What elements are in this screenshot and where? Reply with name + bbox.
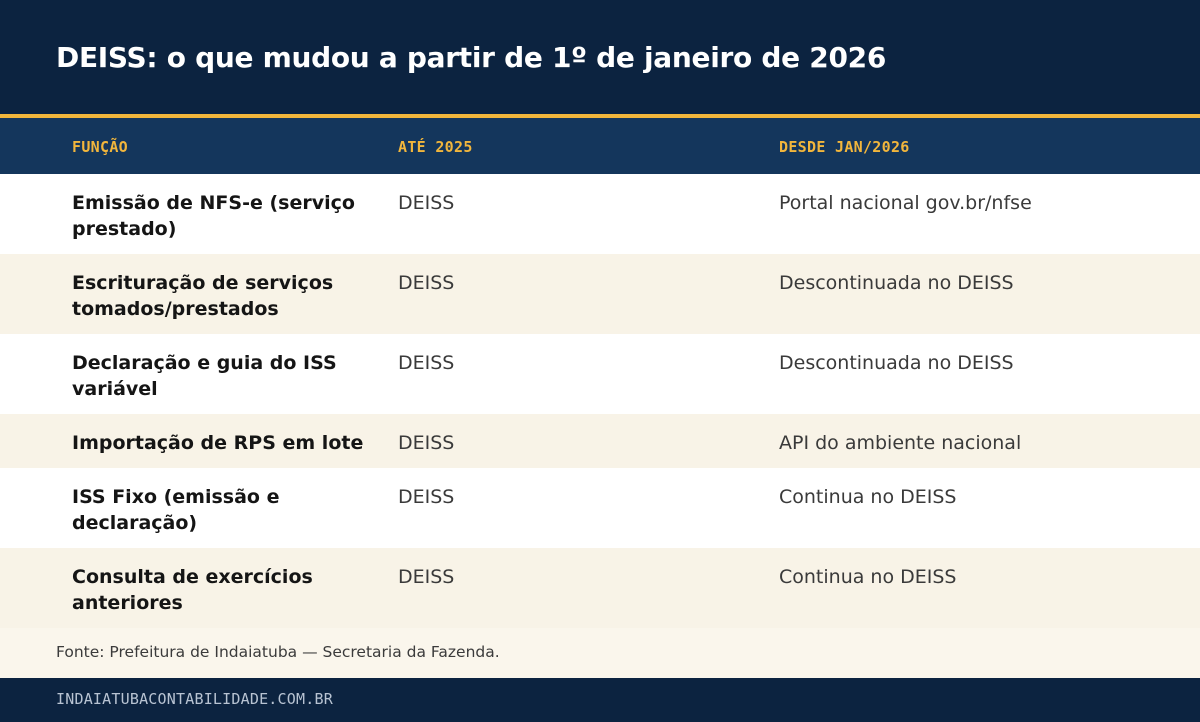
cell-desde-2026: API do ambiente nacional	[779, 432, 1022, 454]
cell-ate-2025: DEISS	[398, 192, 455, 214]
cell-ate-2025: DEISS	[398, 352, 455, 374]
cell-funcao: ISS Fixo (emissão e declaração)	[72, 486, 280, 534]
page-title: DEISS: o que mudou a partir de 1º de jan…	[56, 41, 887, 74]
table-row: ISS Fixo (emissão e declaração) DEISS Co…	[0, 468, 1200, 548]
cell-desde-2026: Continua no DEISS	[779, 486, 957, 508]
cell-ate-2025: DEISS	[398, 432, 455, 454]
table-header: FUNÇÃO ATÉ 2025 DESDE JAN/2026	[0, 118, 1200, 174]
accent-divider	[0, 114, 1200, 118]
source-note: Fonte: Prefeitura de Indaiatuba — Secret…	[56, 643, 500, 661]
cell-desde-2026: Descontinuada no DEISS	[779, 272, 1014, 294]
cell-funcao: Emissão de NFS-e (serviço prestado)	[72, 192, 355, 240]
cell-funcao: Consulta de exercícios anteriores	[72, 566, 313, 614]
cell-funcao: Declaração e guia do ISS variável	[72, 352, 337, 400]
column-header-ate-2025: ATÉ 2025	[398, 138, 473, 156]
cell-ate-2025: DEISS	[398, 272, 455, 294]
footer-site-link[interactable]: INDAIATUBACONTABILIDADE.COM.BR	[56, 690, 333, 708]
cell-desde-2026: Descontinuada no DEISS	[779, 352, 1014, 374]
cell-desde-2026: Portal nacional gov.br/nfse	[779, 192, 1032, 214]
cell-ate-2025: DEISS	[398, 486, 455, 508]
cell-funcao: Escrituração de serviços tomados/prestad…	[72, 272, 334, 320]
page-header: DEISS: o que mudou a partir de 1º de jan…	[0, 0, 1200, 114]
cell-ate-2025: DEISS	[398, 566, 455, 588]
table-row: Emissão de NFS-e (serviço prestado) DEIS…	[0, 174, 1200, 254]
column-header-funcao: FUNÇÃO	[72, 138, 128, 156]
page-footer: INDAIATUBACONTABILIDADE.COM.BR	[0, 678, 1200, 722]
table-row: Consulta de exercícios anteriores DEISS …	[0, 548, 1200, 628]
cell-desde-2026: Continua no DEISS	[779, 566, 957, 588]
table-row: Escrituração de serviços tomados/prestad…	[0, 254, 1200, 334]
table-row: Declaração e guia do ISS variável DEISS …	[0, 334, 1200, 414]
cell-funcao: Importação de RPS em lote	[72, 432, 364, 454]
column-header-desde-2026: DESDE JAN/2026	[779, 138, 910, 156]
table-row: Importação de RPS em lote DEISS API do a…	[0, 414, 1200, 468]
